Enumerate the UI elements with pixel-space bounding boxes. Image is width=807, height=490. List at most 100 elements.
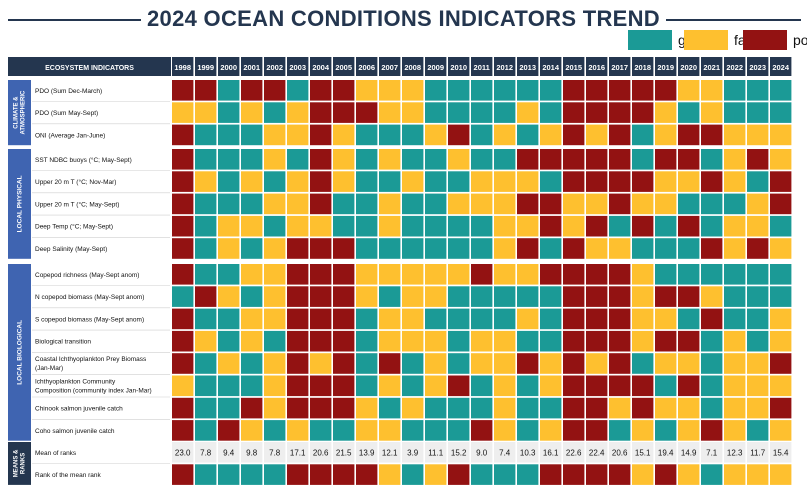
rating-cell	[241, 353, 263, 374]
rating-cell	[287, 215, 309, 237]
group-side-bar	[8, 264, 31, 441]
indicator-label: Upper 20 m T (°C; May-Sept)	[35, 200, 119, 208]
year-header-label: 2015	[565, 63, 582, 72]
rating-cell	[701, 286, 723, 307]
rating-cell	[494, 264, 516, 285]
mean-value: 14.9	[681, 448, 697, 457]
mean-value: 22.4	[589, 448, 605, 457]
rating-cell	[563, 124, 585, 146]
rating-cell	[195, 420, 217, 441]
rating-cell	[655, 353, 677, 374]
rank-cell	[218, 464, 240, 485]
rating-cell	[563, 149, 585, 170]
rating-cell	[724, 80, 746, 101]
rating-cell	[448, 330, 470, 352]
mean-value: 20.6	[612, 448, 628, 457]
rating-cell	[379, 102, 401, 123]
rating-cell	[172, 286, 194, 307]
group-side-bar	[8, 149, 31, 259]
rating-cell	[356, 397, 378, 419]
rating-cell	[770, 80, 792, 101]
rating-cell	[540, 215, 562, 237]
rank-cell	[172, 464, 194, 485]
rating-cell	[724, 286, 746, 307]
rating-cell	[494, 308, 516, 330]
mean-cell	[632, 442, 654, 463]
rating-cell	[770, 102, 792, 123]
rating-cell	[356, 264, 378, 285]
mean-cell	[218, 442, 240, 463]
rating-cell	[540, 308, 562, 330]
rating-cell	[195, 80, 217, 101]
rating-cell	[172, 238, 194, 259]
rating-cell	[540, 353, 562, 374]
mean-value: 22.6	[566, 448, 582, 457]
mean-value: 13.9	[359, 448, 375, 457]
rating-cell	[471, 308, 493, 330]
rating-cell	[448, 215, 470, 237]
year-header-label: 2021	[703, 63, 720, 72]
year-header-label: 2017	[611, 63, 628, 72]
mean-cell	[724, 442, 746, 463]
rating-cell	[770, 215, 792, 237]
rating-cell	[609, 308, 631, 330]
rating-cell	[471, 397, 493, 419]
rating-cell	[632, 330, 654, 352]
rating-cell	[655, 215, 677, 237]
rating-cell	[287, 397, 309, 419]
rank-cell	[471, 464, 493, 485]
rating-cell	[310, 193, 332, 215]
rating-cell	[356, 375, 378, 397]
rating-cell	[195, 308, 217, 330]
rating-cell	[264, 308, 286, 330]
rating-cell	[356, 171, 378, 192]
rating-cell	[517, 124, 539, 146]
mean-cell	[425, 442, 447, 463]
rating-cell	[310, 215, 332, 237]
mean-cell	[471, 442, 493, 463]
year-header-cell	[356, 57, 378, 76]
rating-cell	[517, 193, 539, 215]
rating-cell	[218, 215, 240, 237]
rating-cell	[379, 286, 401, 307]
year-header-cell	[425, 57, 447, 76]
rating-cell	[540, 193, 562, 215]
year-header-cell	[540, 57, 562, 76]
rating-cell	[632, 375, 654, 397]
rating-cell	[586, 330, 608, 352]
rating-cell	[356, 80, 378, 101]
rating-cell	[609, 171, 631, 192]
rating-cell	[379, 215, 401, 237]
rating-cell	[379, 397, 401, 419]
rating-cell	[264, 375, 286, 397]
mean-value: 3.9	[407, 448, 419, 457]
rating-cell	[310, 330, 332, 352]
mean-value: 10.3	[520, 448, 536, 457]
rating-cell	[310, 124, 332, 146]
year-header-cell	[655, 57, 677, 76]
rating-cell	[287, 80, 309, 101]
rating-cell	[379, 149, 401, 170]
rating-cell	[218, 286, 240, 307]
year-header-label: 2022	[726, 63, 743, 72]
mean-cell	[356, 442, 378, 463]
mean-value: 7.1	[706, 448, 718, 457]
year-header-label: 2013	[519, 63, 536, 72]
rating-cell	[471, 353, 493, 374]
mean-cell	[333, 442, 355, 463]
rating-cell	[770, 124, 792, 146]
mean-value: 11.1	[428, 448, 444, 457]
rating-cell	[241, 124, 263, 146]
year-header-label: 2002	[266, 63, 283, 72]
rating-cell	[517, 375, 539, 397]
rating-cell	[747, 102, 769, 123]
rating-cell	[517, 308, 539, 330]
rating-cell	[701, 124, 723, 146]
rating-cell	[770, 308, 792, 330]
rating-cell	[333, 238, 355, 259]
header-label: ECOSYSTEM INDICATORS	[45, 65, 134, 72]
mean-value: 9.4	[223, 448, 235, 457]
rating-cell	[701, 215, 723, 237]
rating-cell	[540, 149, 562, 170]
